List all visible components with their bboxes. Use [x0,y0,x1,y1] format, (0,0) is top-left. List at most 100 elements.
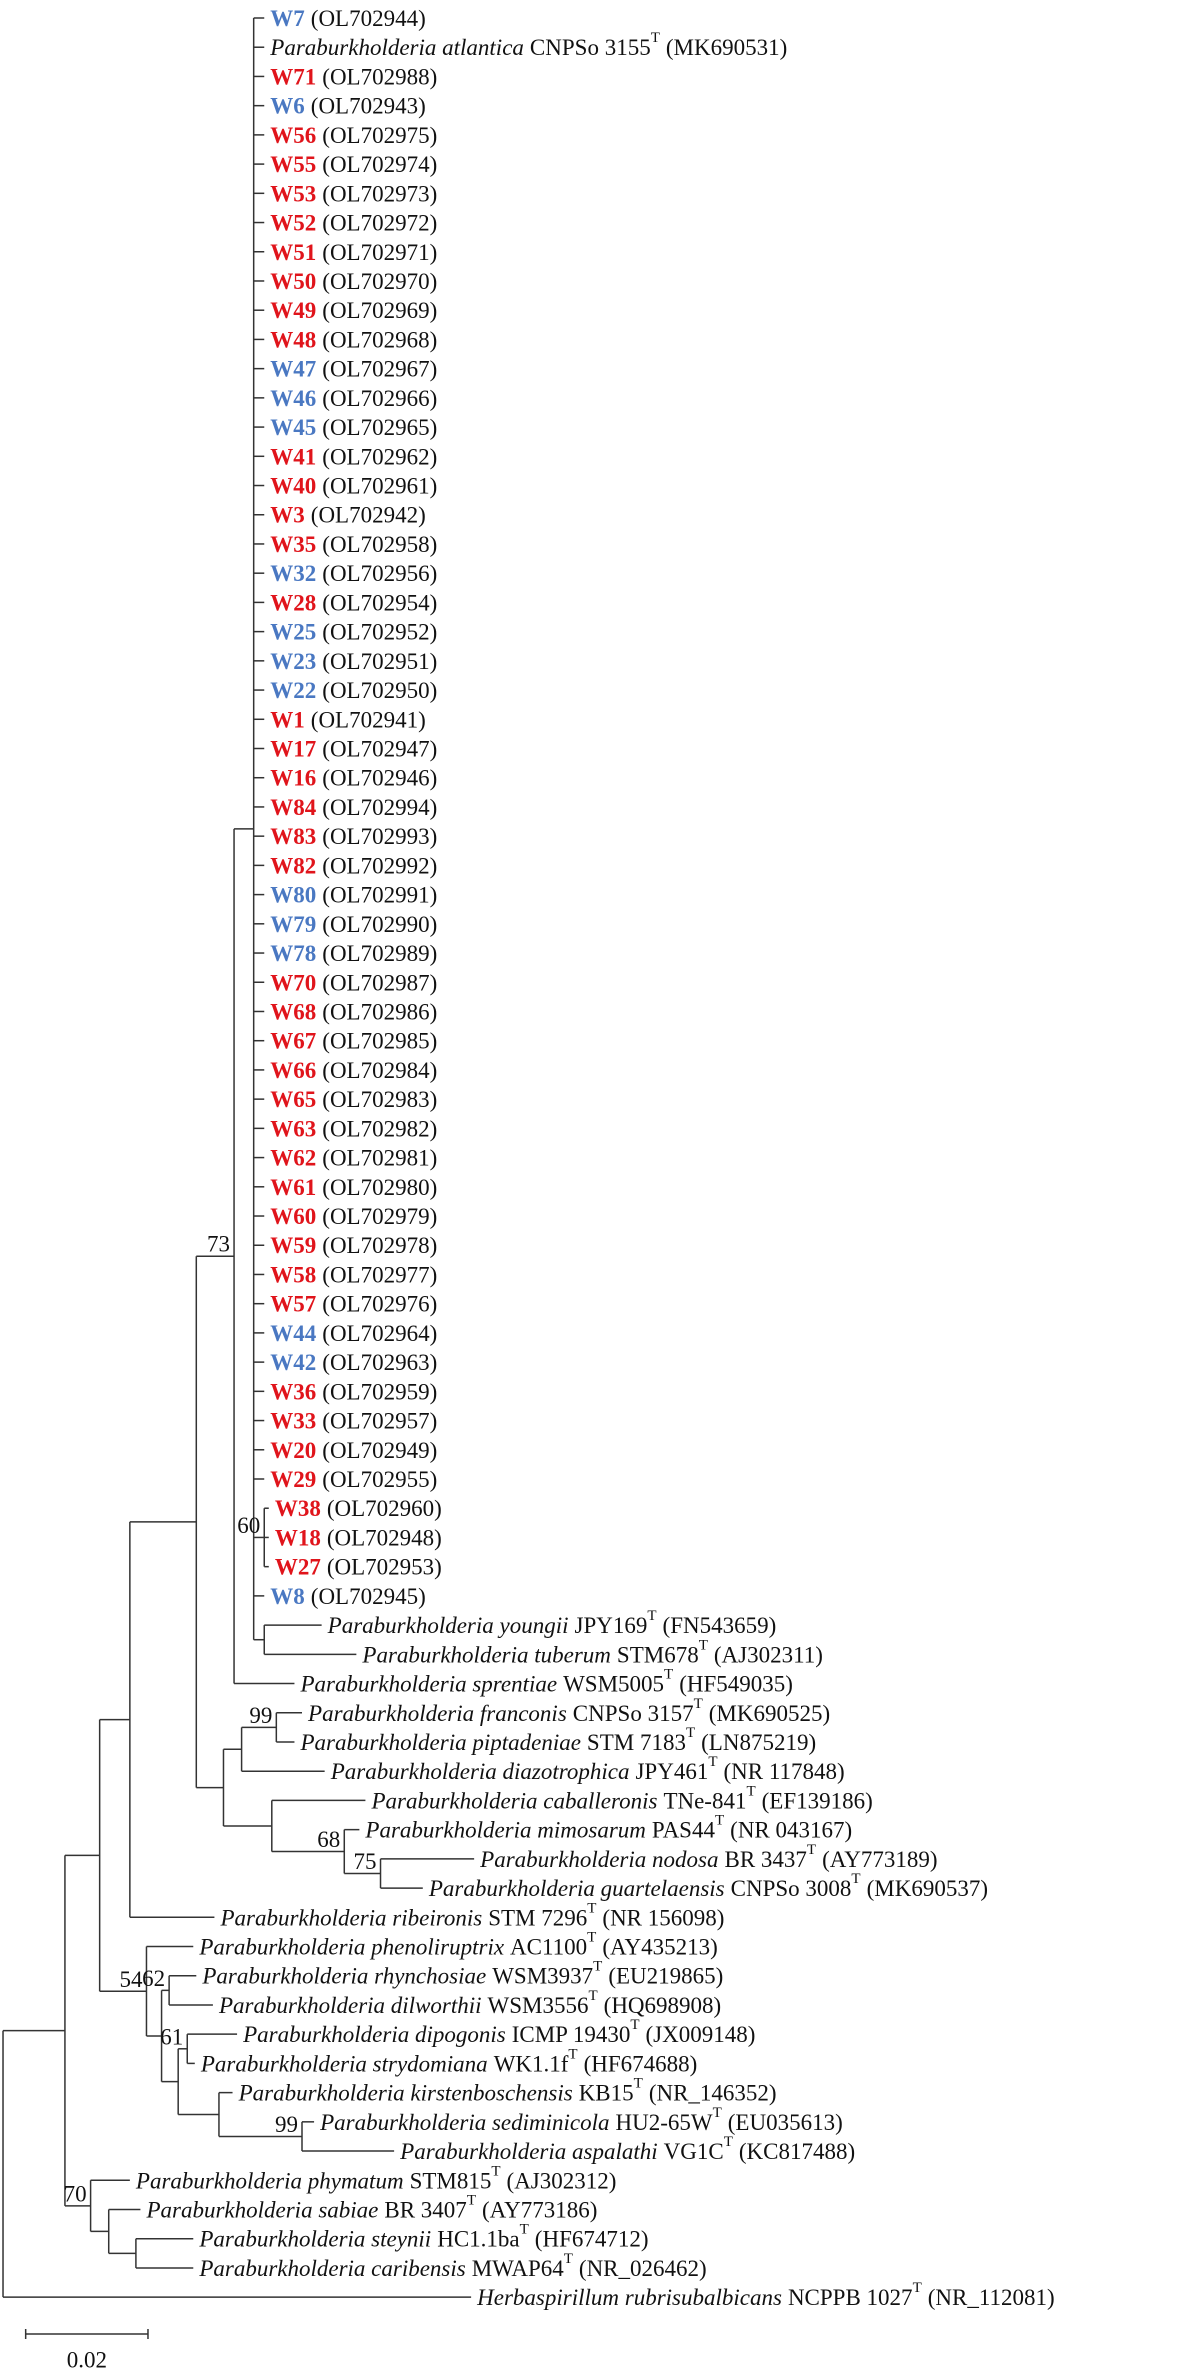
accession: (OL702949) [322,1437,437,1462]
leaf-label: Paraburkholderia strydomiana WK1.1fT (HF67… [200,2046,698,2076]
accession: (OL702957) [322,1408,437,1433]
strain-name: W32 [270,561,316,586]
leaf-label: W3 (OL702942) [270,502,425,527]
accession: (EU035613) [728,2109,843,2134]
accession: (AJ302311) [714,1642,823,1667]
leaf-label: Paraburkholderia phenoliruptrix AC1100T (A… [198,1930,717,1960]
strain-code: STM 7296 [488,1905,587,1930]
species-name: Paraburkholderia diazotrophica [330,1759,630,1784]
strain-name: W70 [270,970,316,995]
leaf-label: W7 (OL702944) [270,6,425,31]
type-strain-mark: T [587,1930,596,1946]
species-name: Paraburkholderia aspalathi [399,2139,657,2164]
species-name: Paraburkholderia caballeronis [370,1788,657,1813]
type-strain-mark: T [686,1725,695,1741]
leaf-label: W40 (OL702961) [270,473,437,498]
leaf-label: W70 (OL702987) [270,970,437,995]
accession: (OL702951) [322,648,437,673]
strain-code: BR 3437 [724,1846,806,1871]
accession: (HF549035) [679,1671,793,1696]
accession: (KC817488) [739,2139,855,2164]
accession: (OL702942) [311,502,426,527]
leaf-label: W36 (OL702959) [270,1379,437,1404]
accession: (OL702953) [327,1554,442,1579]
strain-name: W63 [270,1116,316,1141]
leaf-label: W42 (OL702963) [270,1350,437,1375]
strain-name: W33 [270,1408,316,1433]
strain-name: W68 [270,999,316,1024]
species-name: Paraburkholderia sabiae [145,2197,378,2222]
accession: (OL702968) [322,327,437,352]
type-strain-mark: T [851,1871,860,1887]
branches [2,17,475,2298]
leaf-label: W66 (OL702984) [270,1057,437,1082]
type-strain-mark: T [724,2134,733,2150]
leaf-label: Paraburkholderia caballeronis TNe-841T (EF… [370,1783,872,1813]
type-strain-mark: T [715,1813,724,1829]
accession: (OL702965) [322,415,437,440]
leaf-label: Paraburkholderia ribeironis STM 7296T (NR … [219,1900,724,1930]
leaf-label: W33 (OL702957) [270,1408,437,1433]
species-name: Paraburkholderia youngii [327,1613,569,1638]
accession: (AY435213) [602,1934,717,1959]
leaf-label: W22 (OL702950) [270,678,437,703]
strain-name: W35 [270,531,316,556]
strain-name: W36 [270,1379,316,1404]
type-strain-mark: T [568,2046,577,2062]
strain-code: STM815 [410,2168,492,2193]
strain-code: JPY461 [635,1759,708,1784]
accession: (OL702956) [322,561,437,586]
leaf-label: W52 (OL702972) [270,210,437,235]
accession: (OL702943) [311,93,426,118]
leaf-label: W58 (OL702977) [270,1262,437,1287]
leaf-label: Paraburkholderia phymatum STM815T (AJ30231… [135,2163,617,2193]
strain-code: WSM3556 [488,1992,589,2017]
bootstrap-value: 73 [207,1232,230,1257]
accession: (JX009148) [646,2022,756,2047]
leaf-label: Herbaspirillum rubrisubalbicans NCPPB 102… [476,2280,1055,2310]
accession: (OL702944) [311,6,426,31]
strain-name: W29 [270,1467,316,1492]
accession: (OL702973) [322,181,437,206]
leaf-label: Paraburkholderia franconis CNPSo 3157T (MK… [307,1696,830,1726]
type-strain-mark: T [587,1900,596,1916]
bootstrap-value: 70 [64,2181,87,2206]
accession: (OL702992) [322,853,437,878]
type-strain-mark: T [664,1667,673,1683]
strain-name: W84 [270,794,317,819]
accession: (OL702955) [322,1467,437,1492]
leaf-label: Paraburkholderia sediminicola HU2-65WT (EU… [319,2105,843,2135]
accession: (AY773189) [822,1846,937,1871]
leaf-label: W68 (OL702986) [270,999,437,1024]
leaf-label: W18 (OL702948) [275,1525,442,1550]
leaf-label: W83 (OL702993) [270,824,437,849]
accession: (AY773186) [482,2197,597,2222]
strain-name: W78 [270,941,316,966]
species-name: Herbaspirillum rubrisubalbicans [476,2285,782,2310]
leaf-label: W59 (OL702978) [270,1233,437,1258]
leaf-label: W25 (OL702952) [270,619,437,644]
strain-name: W65 [270,1087,316,1112]
strain-name: W51 [270,239,316,264]
accession: (OL702977) [322,1262,437,1287]
strain-code: BR 3407 [384,2197,466,2222]
leaf-label: W60 (OL702979) [270,1204,437,1229]
accession: (OL702950) [322,678,437,703]
leaf-label: Paraburkholderia youngii JPY169T (FN543659… [327,1608,777,1638]
strain-code: MWAP64 [472,2255,565,2280]
leaf-label: W46 (OL702966) [270,385,437,410]
strain-name: W83 [270,824,316,849]
accession: (OL702980) [322,1174,437,1199]
strain-name: W6 [270,93,305,118]
strain-name: W62 [270,1145,316,1170]
accession: (HF674688) [584,2051,698,2076]
accession: (OL702990) [322,911,437,936]
type-strain-mark: T [807,1842,816,1858]
leaf-label: W16 (OL702946) [270,765,437,790]
strain-name: W42 [270,1350,316,1375]
type-strain-mark: T [491,2163,500,2179]
strain-name: W23 [270,648,316,673]
accession: (OL702986) [322,999,437,1024]
leaf-label: W35 (OL702958) [270,531,437,556]
